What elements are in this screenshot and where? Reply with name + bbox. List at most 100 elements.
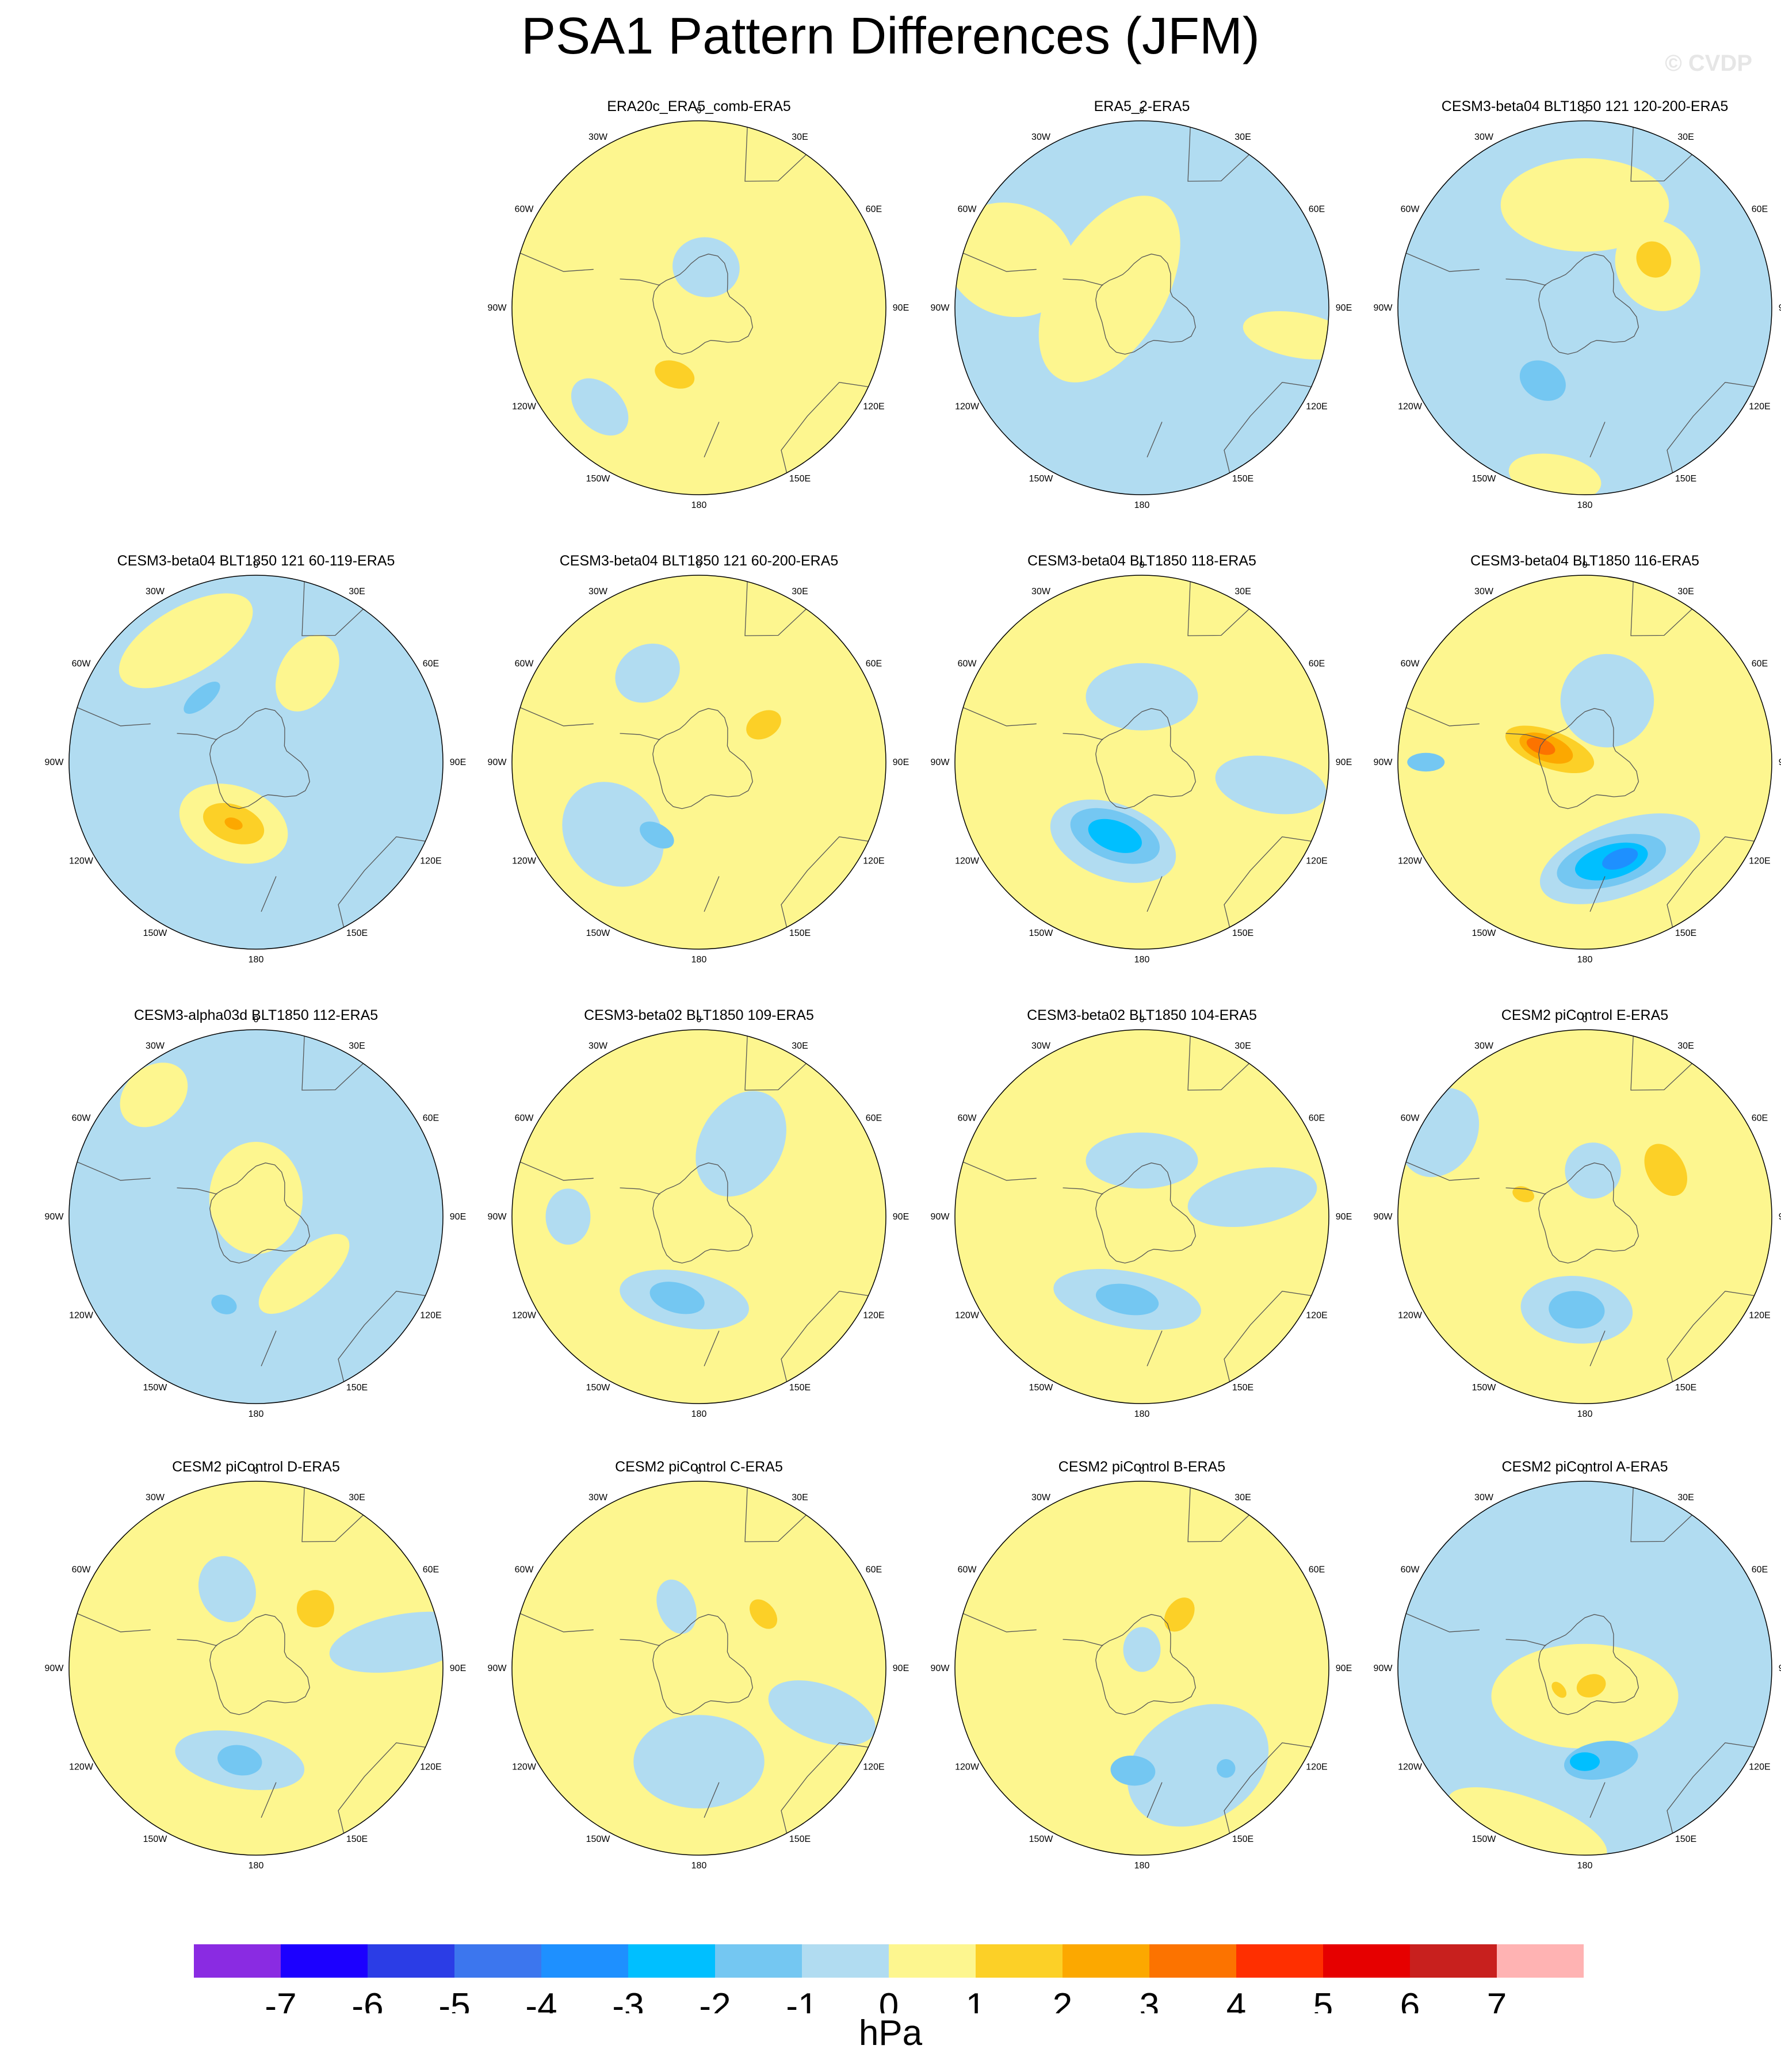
australia-coastline (781, 836, 869, 928)
polar-map: 0 30E 60E 90E 120E 150E 180 150W 120W 90W 60W 30W (488, 1466, 909, 1871)
polar-map: 0 30E 60E 90E 120E 150E 180 150W 120W 90W 60W 30W (488, 560, 909, 965)
south-america-coastline (519, 1613, 594, 1633)
longitude-label: 90E (1336, 758, 1352, 767)
longitude-label: 30W (1031, 132, 1051, 142)
polar-map: 0 30E 60E 90E 120E 150E 180 150W 120W 90W 60W 30W (1374, 1015, 1781, 1419)
longitude-label: 60E (1309, 205, 1325, 215)
peninsula-coastline (620, 1187, 660, 1195)
polar-map: 0 30E 60E 90E 120E 150E 180 150W 120W 90W 60W 30W (931, 106, 1352, 510)
longitude-label: 90E (450, 1664, 466, 1673)
longitude-label: 180 (249, 1409, 264, 1419)
longitude-label: 180 (1577, 500, 1593, 510)
longitude-label: 60E (423, 1565, 439, 1575)
africa-coastline (744, 1036, 807, 1091)
panel-title: CESM2 piControl B-ERA5 (1058, 1459, 1226, 1475)
longitude-label: 90E (450, 1212, 466, 1222)
colorbar-tick-label: -3 (612, 1986, 644, 2013)
longitude-label: 90W (45, 1212, 64, 1222)
longitude-label: 120E (863, 857, 884, 866)
colorbar-tick-label: -6 (351, 1986, 383, 2013)
anomaly-contour (224, 817, 243, 830)
longitude-label: 0 (1583, 1015, 1588, 1024)
longitude-label: 90W (931, 1664, 950, 1673)
australia-coastline (1224, 381, 1312, 473)
anomaly-contour (545, 1188, 591, 1245)
colorbar-tick-label: 0 (879, 1986, 899, 2013)
longitude-label: 0 (697, 1466, 702, 1476)
new-zealand-coastline (1146, 1782, 1163, 1818)
anomaly-contour (198, 1556, 256, 1623)
map-border (68, 1481, 444, 1856)
map-border (1397, 1029, 1772, 1404)
anomaly-contour (1038, 196, 1180, 383)
longitude-label: 120E (1749, 1311, 1770, 1321)
longitude-label: 180 (1577, 955, 1593, 965)
australia-coastline (781, 1742, 869, 1834)
longitude-label: 0 (1140, 560, 1145, 570)
map-border (68, 575, 444, 950)
longitude-label: 30E (792, 1041, 808, 1051)
panel-title: CESM3-beta04 BLT1850 118-ERA5 (1027, 553, 1256, 569)
africa-coastline (301, 582, 364, 636)
longitude-label: 150E (1675, 1383, 1696, 1393)
longitude-label: 60E (1752, 1565, 1768, 1575)
new-zealand-coastline (261, 1782, 277, 1818)
longitude-label: 120W (955, 1311, 980, 1321)
australia-coastline (1667, 836, 1755, 928)
longitude-label: 150E (1232, 474, 1253, 484)
longitude-label: 120E (420, 1311, 441, 1321)
colorbar-tick-label: -7 (265, 1986, 296, 2013)
peninsula-coastline (1505, 278, 1546, 286)
longitude-label: 120W (512, 1763, 537, 1772)
panel-title: CESM3-beta04 BLT1850 116-ERA5 (1470, 553, 1699, 569)
africa-coastline (301, 1036, 364, 1091)
longitude-label: 150W (1472, 928, 1497, 938)
map-panel: CESM2 piControl B-ERA5 0 30E 60E 90E 120E 150E… (920, 1458, 1363, 1913)
anomaly-contour (1570, 1752, 1600, 1771)
australia-coastline (1667, 381, 1755, 473)
longitude-label: 60E (866, 205, 882, 215)
south-america-coastline (519, 1161, 594, 1181)
anomaly-contour (1526, 737, 1555, 755)
longitude-label: 90E (1779, 303, 1781, 313)
longitude-label: 150W (1472, 474, 1497, 484)
map-panel: CESM2 piControl C-ERA5 0 30E 60E 90E 120E 150E… (477, 1458, 920, 1913)
longitude-label: 30W (1031, 587, 1051, 597)
anomaly-contour (1576, 1674, 1606, 1698)
longitude-label: 180 (691, 1409, 707, 1419)
peninsula-coastline (620, 278, 660, 286)
anomaly-contour (672, 237, 740, 297)
map-panel: CESM3-beta04 BLT1850 121 120-200-ERA5 0 30… (1363, 98, 1781, 552)
map-panel: CESM3-beta04 BLT1850 118-ERA5 0 30E 60E 90E 1… (920, 552, 1363, 1007)
longitude-label: 60E (1752, 659, 1768, 669)
anomaly-contour (1519, 360, 1566, 401)
peninsula-coastline (1505, 1187, 1546, 1195)
longitude-label: 30E (1235, 587, 1251, 597)
longitude-label: 30E (349, 587, 365, 597)
longitude-label: 150W (586, 474, 611, 484)
longitude-label: 90E (1779, 758, 1781, 767)
longitude-label: 150W (1029, 1383, 1054, 1393)
africa-coastline (744, 582, 807, 636)
longitude-label: 90W (488, 303, 507, 313)
longitude-label: 150E (789, 928, 811, 938)
longitude-label: 60W (515, 659, 534, 669)
map-border (68, 1029, 444, 1404)
polar-map: 0 30E 60E 90E 120E 150E 180 150W 120W 90W 60W 30W (1374, 1466, 1781, 1871)
anomaly-contour (1086, 1132, 1198, 1189)
longitude-label: 30W (1474, 132, 1494, 142)
longitude-label: 150W (1029, 474, 1054, 484)
anomaly-contour (1549, 1291, 1605, 1329)
longitude-label: 180 (691, 500, 707, 510)
longitude-label: 90W (1374, 1212, 1393, 1222)
anomaly-contour (296, 1590, 334, 1628)
longitude-label: 0 (1140, 1015, 1145, 1024)
africa-coastline (1630, 127, 1692, 182)
australia-coastline (1224, 1742, 1312, 1834)
longitude-label: 120E (1749, 402, 1770, 412)
longitude-label: 150E (1675, 928, 1696, 938)
longitude-label: 60E (866, 1565, 882, 1575)
longitude-label: 0 (1583, 560, 1588, 570)
anomaly-contour (1096, 1283, 1159, 1316)
longitude-label: 180 (1134, 1861, 1150, 1871)
